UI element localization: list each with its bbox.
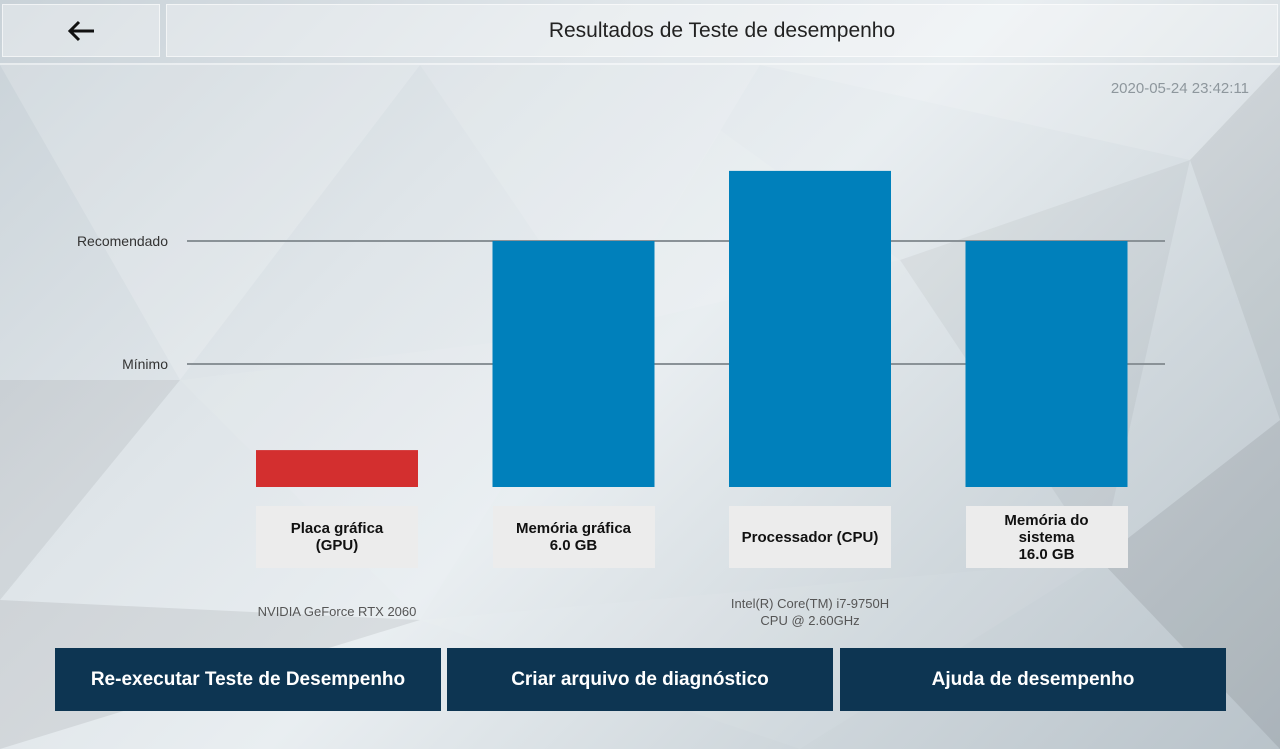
category-label-line: Processador (CPU) xyxy=(741,528,879,546)
category-label-0: Placa gráfica (GPU) xyxy=(256,506,418,568)
bar-3 xyxy=(965,241,1128,487)
device-name-line: NVIDIA GeForce RTX 2060 xyxy=(257,604,417,619)
bar-2 xyxy=(729,170,891,487)
category-label-3: Memória do sistema 16.0 GB xyxy=(965,506,1128,568)
category-label-line: Placa gráfica xyxy=(290,520,384,537)
rerun-test-button[interactable]: Re-executar Teste de Desempenho xyxy=(55,648,441,711)
header-divider xyxy=(0,63,1280,65)
bar-0 xyxy=(256,450,418,487)
device-name-line: Intel(R) Core(TM) i7-9750H xyxy=(730,596,890,611)
level-label-1: Recomendado xyxy=(77,233,168,249)
category-label-line: Memória gráfica xyxy=(515,520,632,537)
device-name-line: CPU @ 2.60GHz xyxy=(760,613,860,628)
category-label-line: sistema xyxy=(1018,528,1075,546)
rerun-test-label: Re-executar Teste de Desempenho xyxy=(90,668,406,690)
category-label-line: 6.0 GB xyxy=(549,537,598,554)
create-diagnostic-button[interactable]: Criar arquivo de diagnóstico xyxy=(447,648,833,711)
category-label-1: Memória gráfica 6.0 GB xyxy=(492,506,655,568)
device-name-0: NVIDIA GeForce RTX 2060 xyxy=(217,603,457,620)
performance-help-button[interactable]: Ajuda de desempenho xyxy=(840,648,1226,711)
level-label-0: Mínimo xyxy=(122,356,168,372)
device-name-2: Intel(R) Core(TM) i7-9750H CPU @ 2.60GHz xyxy=(690,595,930,629)
create-diagnostic-label: Criar arquivo de diagnóstico xyxy=(511,668,769,690)
arrow-left-icon xyxy=(67,20,94,41)
performance-help-label: Ajuda de desempenho xyxy=(931,668,1135,690)
page-title-text: Resultados de Teste de desempenho xyxy=(548,18,896,42)
category-label-line: (GPU) xyxy=(315,537,359,554)
test-timestamp: 2020-05-24 23:42:11 xyxy=(1110,80,1249,97)
page-title: Resultados de Teste de desempenho xyxy=(166,4,1278,57)
bar-1 xyxy=(492,241,655,487)
category-label-line: Memória do xyxy=(1004,511,1089,529)
back-button[interactable] xyxy=(2,4,160,57)
category-label-2: Processador (CPU) xyxy=(729,506,891,568)
category-label-line: 16.0 GB xyxy=(1018,545,1075,563)
